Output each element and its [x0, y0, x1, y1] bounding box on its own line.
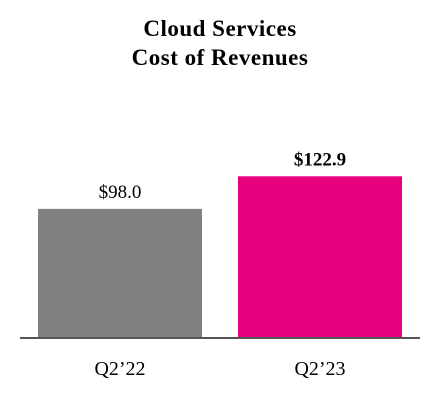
chart-title-line-2: Cost of Revenues — [131, 45, 309, 70]
bar-2 — [238, 176, 402, 337]
chart-title: Cloud Services Cost of Revenues — [0, 14, 440, 72]
x-tick-label-1: Q2’22 — [94, 358, 145, 380]
bar-1 — [38, 208, 202, 337]
x-tick-label-2: Q2’23 — [294, 358, 345, 380]
data-label-1: $98.0 — [99, 182, 142, 203]
data-label-2: $122.9 — [294, 149, 346, 170]
chart-title-line-1: Cloud Services — [143, 16, 297, 41]
